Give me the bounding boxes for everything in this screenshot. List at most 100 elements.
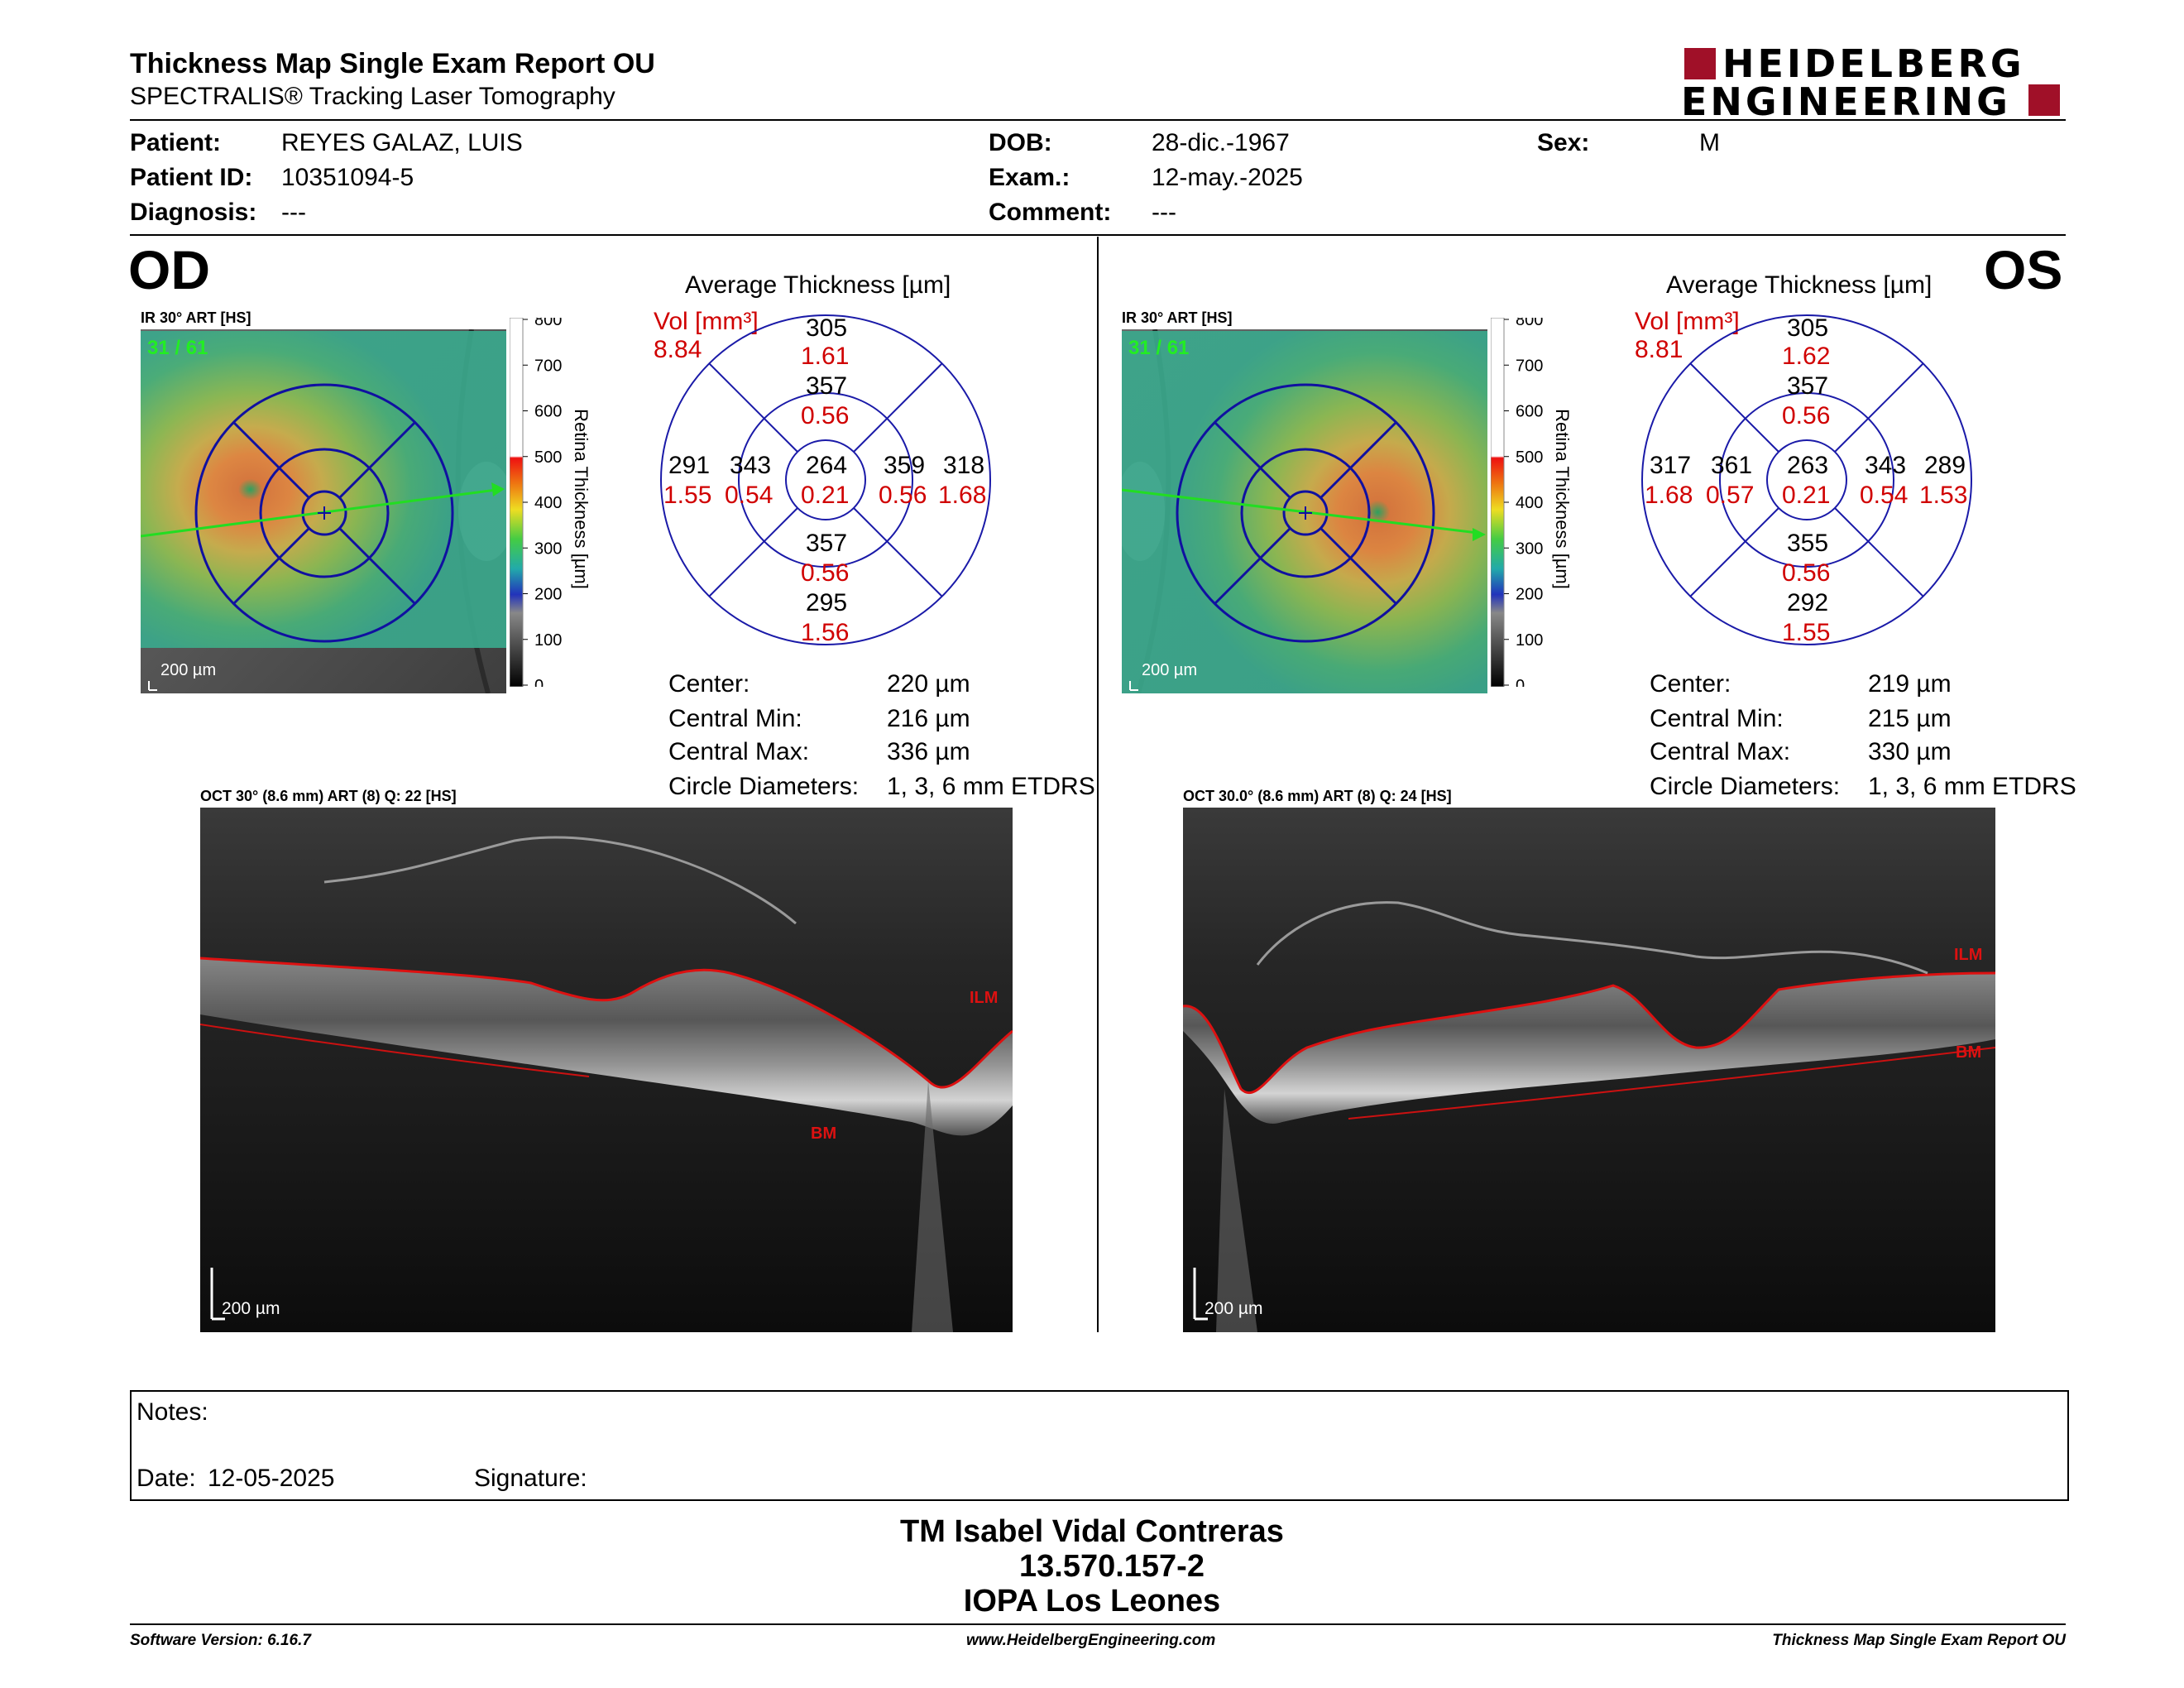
os-etdrs-svg [1641, 314, 1972, 645]
os-fundus-map: 31 / 61 200 µm [1115, 328, 1487, 694]
os-oct-scale: 200 µm [1205, 1299, 1262, 1318]
colorbar-tick-label: 500 [534, 448, 562, 467]
od-central-max-label: Central Max: [668, 738, 810, 765]
od-sup-outer-thickness: 305 [806, 314, 848, 342]
os-circle-diameters-label: Circle Diameters: [1650, 773, 1841, 800]
od-colorbar: 800 700 600 500 400 300 200 100 0 [509, 311, 576, 695]
notes-label: Notes: [136, 1398, 208, 1426]
od-left-inner-thickness: 343 [730, 452, 772, 479]
os-frame-counter: 31 / 61 [1128, 337, 1189, 359]
os-center-value: 219 µm [1868, 670, 1952, 698]
os-central-min-value: 215 µm [1868, 705, 1952, 732]
os-central-max-value: 330 µm [1868, 738, 1952, 765]
patient-label: Patient: [130, 129, 222, 156]
os-oct-bscan: ILM BM 200 µm [1182, 808, 1996, 1332]
dob-label: DOB: [989, 129, 1052, 156]
od-right-inner-volume: 0.56 [879, 482, 927, 509]
patient-id: 10351094-5 [281, 164, 414, 191]
logo-text-engineering: ENGINEERING [1681, 79, 2011, 124]
sex-value: M [1699, 129, 1720, 156]
comment-value: --- [1152, 199, 1176, 226]
od-central-min-value: 216 µm [887, 705, 970, 732]
colorbar-tick-label: 400 [1516, 494, 1543, 512]
od-center-label: Center: [668, 670, 750, 698]
od-center-volume: 0.21 [801, 482, 850, 509]
od-ir-label: IR 30° ART [HS] [141, 309, 251, 326]
od-vol-label: Vol [mm³] [654, 308, 759, 335]
od-colorbar-title: Retina Thickness [µm] [571, 409, 592, 589]
colorbar-tick-label: 600 [1516, 403, 1543, 421]
footer-divider [130, 1623, 2066, 1625]
colorbar-tick-label: 200 [534, 586, 562, 604]
od-right-inner-thickness: 359 [884, 452, 926, 479]
od-eye-label: OD [128, 239, 210, 300]
exam-value: 12-may.-2025 [1152, 164, 1303, 191]
colorbar-tick-label: 300 [534, 539, 562, 558]
od-inf-outer-volume: 1.56 [801, 619, 850, 646]
os-right-outer-volume: 1.53 [1919, 482, 1968, 509]
od-colorbar-ticks: 800 700 600 500 400 300 200 100 0 [523, 311, 562, 695]
od-inf-outer-thickness: 295 [806, 589, 848, 616]
od-left-outer-volume: 1.55 [663, 482, 712, 509]
patient-name: REYES GALAZ, LUIS [281, 129, 523, 156]
os-eye-label: OS [1984, 239, 2063, 300]
report-title: Thickness Map Single Exam Report OU [130, 48, 655, 79]
od-ir-scale: 200 µm [160, 661, 216, 679]
technician-rut: 13.570.157-2 [1019, 1549, 1205, 1584]
colorbar-tick-label: 200 [1516, 586, 1543, 604]
patient-divider [130, 234, 2066, 236]
os-oct-svg: ILM BM 200 µm [1182, 808, 1996, 1332]
header-divider [130, 119, 2066, 121]
os-vol-value: 8.81 [1635, 336, 1684, 363]
os-sup-outer-thickness: 305 [1787, 314, 1829, 342]
logo-square-bottom [2028, 84, 2060, 116]
os-inf-inner-volume: 0.56 [1782, 559, 1831, 587]
os-right-inner-volume: 0.54 [1860, 482, 1909, 509]
od-central-max-value: 336 µm [887, 738, 970, 765]
od-oct-label: OCT 30° (8.6 mm) ART (8) Q: 22 [HS] [200, 788, 457, 804]
website-link[interactable]: www.HeidelbergEngineering.com [966, 1632, 1216, 1649]
colorbar-tick-label: 100 [1516, 631, 1543, 650]
os-vol-label: Vol [mm³] [1635, 308, 1740, 335]
colorbar-tick-label: 100 [534, 631, 562, 650]
od-sup-outer-volume: 1.61 [801, 343, 850, 370]
od-central-min-label: Central Min: [668, 705, 802, 732]
od-colorbar-svg: 800 700 600 500 400 300 200 100 0 [509, 311, 562, 695]
date-label: Date: [136, 1465, 196, 1492]
od-fundus-map: 31 / 61 200 µm [140, 328, 515, 694]
dob-value: 28-dic.-1967 [1152, 129, 1290, 156]
od-center-value: 220 µm [887, 670, 970, 698]
os-left-inner-thickness: 361 [1711, 452, 1753, 479]
os-oct-label: OCT 30.0° (8.6 mm) ART (8) Q: 24 [HS] [1183, 788, 1452, 804]
colorbar-tick-label: 600 [534, 403, 562, 421]
od-right-outer-volume: 1.68 [938, 482, 987, 509]
colorbar-tick-label: 800 [1516, 318, 1543, 329]
os-colorbar-ticks: 800 700 600 500 400 300 200 100 0 [1504, 311, 1543, 695]
os-center-label: Center: [1650, 670, 1731, 698]
od-fundus-svg: 31 / 61 200 µm [140, 328, 515, 694]
od-circle-diameters-label: Circle Diameters: [668, 773, 860, 800]
od-etdrs-grid [659, 313, 993, 647]
os-colorbar-title: Retina Thickness [µm] [1552, 409, 1573, 589]
od-inf-inner-volume: 0.56 [801, 559, 850, 587]
od-bm-label: BM [811, 1125, 836, 1143]
footer-report-name: Thickness Map Single Exam Report OU [1772, 1632, 2066, 1649]
os-colorbar: 800 700 600 500 400 300 200 100 0 [1490, 311, 1557, 695]
od-frame-counter: 31 / 61 [147, 337, 208, 359]
notes-box[interactable]: Notes: Date: 12-05-2025 Signature: [130, 1390, 2069, 1501]
os-inf-outer-volume: 1.55 [1782, 619, 1831, 646]
od-ilm-label: ILM [970, 989, 998, 1007]
od-right-outer-thickness: 318 [943, 452, 985, 479]
os-etdrs-grid [1640, 313, 1974, 647]
date-value: 12-05-2025 [208, 1465, 335, 1492]
od-oct-svg: ILM BM 200 µm [199, 808, 1013, 1332]
os-ir-scale: 200 µm [1142, 661, 1197, 679]
od-oct-scale: 200 µm [222, 1299, 280, 1318]
signature-label: Signature: [474, 1465, 587, 1492]
od-left-outer-thickness: 291 [668, 452, 711, 479]
os-center-thickness: 263 [1787, 452, 1829, 479]
sex-label: Sex: [1537, 129, 1590, 156]
os-avg-title: Average Thickness [µm] [1666, 271, 1933, 299]
os-ilm-label: ILM [1954, 946, 1982, 964]
os-sup-outer-volume: 1.62 [1782, 343, 1831, 370]
